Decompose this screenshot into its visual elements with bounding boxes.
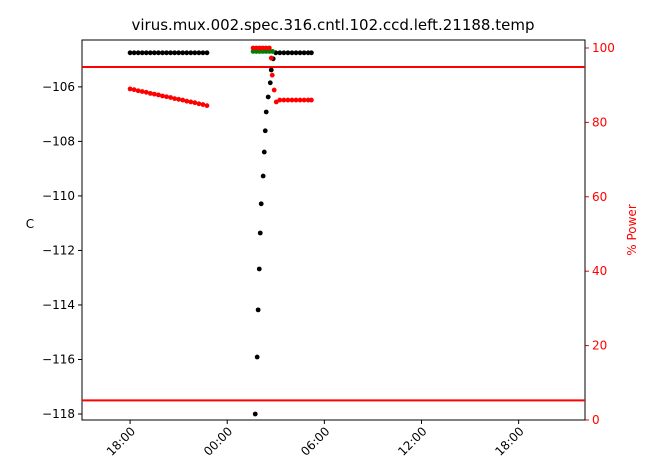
data-point bbox=[127, 50, 133, 56]
y2-axis-label: % Power bbox=[625, 204, 639, 256]
data-point bbox=[172, 96, 178, 101]
data-point bbox=[127, 86, 133, 92]
data-point bbox=[168, 50, 173, 56]
y2-tick-label: 20 bbox=[592, 339, 607, 353]
data-point bbox=[164, 50, 169, 56]
data-point bbox=[135, 50, 141, 56]
data-point bbox=[164, 94, 169, 100]
data-point bbox=[204, 50, 210, 56]
y-tick-label: −108 bbox=[42, 134, 75, 148]
data-point bbox=[192, 50, 198, 56]
x-tick-label: 18:00 bbox=[104, 424, 138, 458]
data-point bbox=[139, 89, 145, 94]
data-point bbox=[192, 100, 198, 106]
y-tick-label: −112 bbox=[42, 243, 75, 257]
data-point bbox=[262, 128, 268, 134]
data-point bbox=[285, 97, 291, 103]
data-point bbox=[131, 87, 137, 93]
chart-title: virus.mux.002.spec.316.cntl.102.ccd.left… bbox=[132, 16, 535, 34]
data-point bbox=[309, 97, 314, 103]
data-point bbox=[131, 50, 137, 56]
data-point bbox=[184, 50, 190, 56]
data-point bbox=[200, 50, 206, 56]
data-point bbox=[260, 173, 266, 179]
x-tick-label: 06:00 bbox=[298, 424, 332, 458]
data-point bbox=[156, 92, 161, 98]
data-point bbox=[168, 95, 173, 100]
data-point bbox=[281, 97, 287, 103]
data-point bbox=[301, 97, 307, 103]
data-point bbox=[156, 50, 161, 56]
data-point bbox=[139, 50, 145, 56]
data-point bbox=[293, 97, 299, 103]
data-point bbox=[297, 97, 303, 103]
data-point bbox=[196, 50, 202, 56]
data-point bbox=[176, 96, 182, 102]
x-tick-label: 00:00 bbox=[201, 424, 235, 458]
data-point bbox=[297, 50, 303, 56]
data-point bbox=[135, 88, 141, 94]
data-point bbox=[254, 354, 260, 360]
data-point bbox=[289, 50, 295, 56]
data-point bbox=[281, 50, 287, 56]
data-point bbox=[176, 50, 182, 56]
data-point bbox=[269, 72, 275, 78]
data-point bbox=[261, 149, 267, 155]
data-point bbox=[277, 50, 283, 56]
data-point bbox=[204, 103, 210, 109]
data-point bbox=[301, 50, 307, 56]
data-point bbox=[271, 87, 277, 93]
data-point bbox=[293, 50, 299, 56]
data-point bbox=[252, 411, 258, 417]
data-point bbox=[143, 89, 149, 95]
data-point bbox=[151, 50, 157, 56]
x-tick-label: 18:00 bbox=[492, 424, 526, 458]
y-tick-label: −116 bbox=[42, 352, 75, 366]
y-tick-label: −106 bbox=[42, 80, 75, 94]
data-point bbox=[256, 266, 262, 272]
data-point bbox=[255, 307, 261, 313]
y-tick-label: −118 bbox=[42, 407, 75, 421]
y-tick-label: −110 bbox=[42, 189, 75, 203]
y-axis-label: C bbox=[26, 217, 34, 231]
data-point bbox=[147, 50, 153, 56]
data-point bbox=[180, 50, 186, 56]
data-point bbox=[180, 97, 186, 103]
data-point bbox=[188, 99, 194, 105]
data-point bbox=[270, 49, 275, 54]
data-point bbox=[263, 109, 269, 115]
plot-frame bbox=[81, 39, 586, 421]
y2-tick-label: 0 bbox=[592, 413, 600, 427]
data-point bbox=[160, 93, 165, 99]
data-point bbox=[309, 50, 314, 56]
data-point bbox=[196, 101, 202, 107]
data-point bbox=[273, 99, 279, 105]
data-point bbox=[277, 97, 283, 103]
data-point bbox=[268, 67, 274, 73]
y2-tick-label: 80 bbox=[592, 115, 607, 129]
data-point bbox=[188, 50, 194, 56]
data-point bbox=[265, 94, 271, 100]
data-point bbox=[160, 50, 165, 56]
data-point bbox=[184, 98, 190, 104]
data-point bbox=[258, 201, 264, 207]
y2-tick-label: 40 bbox=[592, 264, 607, 278]
data-point bbox=[200, 102, 206, 107]
data-point bbox=[266, 45, 272, 51]
data-point bbox=[151, 91, 157, 97]
data-point bbox=[285, 50, 291, 56]
data-point bbox=[172, 50, 178, 56]
y2-tick-label: 100 bbox=[592, 41, 615, 55]
y2-tick-label: 60 bbox=[592, 190, 607, 204]
data-point bbox=[268, 55, 274, 61]
data-point bbox=[257, 230, 263, 236]
data-point bbox=[289, 97, 295, 103]
data-point bbox=[147, 90, 153, 96]
data-point bbox=[267, 80, 273, 86]
x-tick-label: 12:00 bbox=[395, 424, 429, 458]
y-tick-label: −114 bbox=[42, 298, 75, 312]
data-point bbox=[143, 50, 149, 56]
